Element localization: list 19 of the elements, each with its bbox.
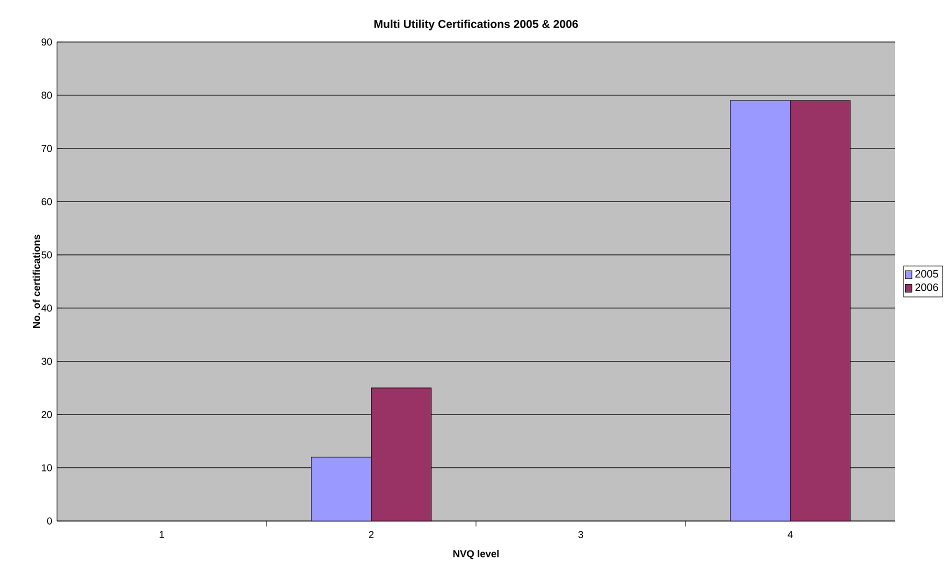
y-tick-label: 10 <box>42 464 52 472</box>
y-axis-title: No. of certifications <box>32 234 40 328</box>
legend-label: 2005 <box>915 270 938 278</box>
y-tick-label: 0 <box>47 517 52 525</box>
x-tick-label: 2 <box>368 531 374 538</box>
y-tick-label: 90 <box>42 38 52 46</box>
chart-title: Multi Utility Certifications 2005 & 2006 <box>374 20 578 30</box>
y-tick-label: 30 <box>42 358 52 365</box>
y-tick-label: 20 <box>42 411 52 418</box>
x-tick-label: 1 <box>160 531 164 538</box>
y-tick-label: 80 <box>42 92 52 99</box>
x-tick-label: 3 <box>578 531 584 538</box>
y-tick-label: 60 <box>42 198 52 206</box>
legend-label: 2006 <box>915 283 938 292</box>
y-tick-label: 70 <box>42 144 52 152</box>
x-tick-label: 4 <box>788 531 793 538</box>
x-axis-title: NVQ level <box>453 550 499 560</box>
y-tick-label: 50 <box>42 251 52 258</box>
y-tick-label: 40 <box>41 304 52 312</box>
